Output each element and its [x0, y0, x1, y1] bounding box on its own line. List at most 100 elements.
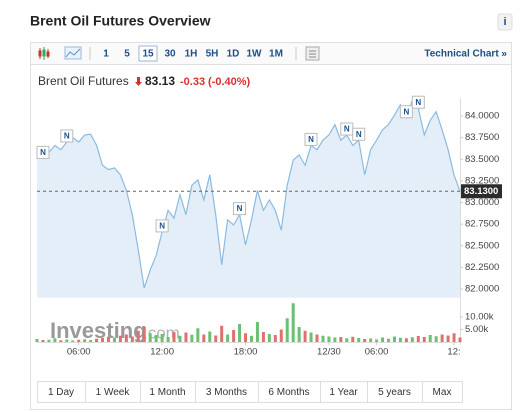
volume-bar [220, 325, 224, 342]
x-tick-label: 06:00 [67, 347, 91, 358]
interval-button[interactable]: 1D [227, 49, 240, 60]
news-marker-label[interactable]: N [159, 222, 165, 231]
volume-bar [446, 335, 450, 342]
range-button-label[interactable]: 1 Week [96, 387, 131, 398]
technical-chart-link[interactable]: Technical Chart » [424, 49, 507, 60]
interval-button[interactable]: 1H [185, 49, 198, 60]
volume-bar [398, 337, 402, 342]
volume-bar [202, 334, 206, 342]
y-tick-label: 83.0000 [465, 197, 499, 208]
volume-bar [166, 337, 170, 342]
range-button-label[interactable]: 1 Year [329, 387, 358, 398]
range-button-label[interactable]: 5 years [378, 387, 411, 398]
volume-bar [178, 335, 182, 342]
interval-button[interactable]: 1W [247, 49, 263, 60]
volume-bar [375, 339, 379, 342]
volume-bar [59, 340, 63, 342]
interval-button[interactable]: 15 [142, 49, 154, 60]
volume-bar [291, 303, 295, 342]
volume-bar [160, 334, 164, 342]
settings-icon[interactable] [305, 46, 320, 61]
interval-button[interactable]: 30 [164, 49, 176, 60]
volume-bar [71, 340, 75, 342]
volume-bar [35, 339, 39, 342]
news-marker-label[interactable]: N [344, 125, 350, 134]
news-marker[interactable] [155, 219, 169, 233]
news-marker[interactable] [233, 202, 247, 216]
volume-bar [339, 337, 343, 342]
y-tick-label: 83.2500 [465, 175, 499, 186]
volume-bar [327, 336, 331, 342]
range-button-label[interactable]: 3 Months [206, 387, 247, 398]
news-marker-label[interactable]: N [237, 204, 243, 213]
volume-bar [315, 334, 319, 342]
volume-bar [77, 339, 81, 342]
news-marker[interactable] [399, 105, 413, 119]
volume-bar [83, 339, 87, 342]
volume-bar [261, 332, 265, 342]
volume-bar [124, 334, 128, 342]
news-marker[interactable] [60, 129, 74, 143]
volume-bar [118, 335, 122, 342]
volume-bar [351, 336, 355, 342]
news-marker-label[interactable]: N [40, 148, 46, 157]
news-marker[interactable] [352, 127, 366, 141]
volume-bar [369, 338, 373, 342]
volume-bar [172, 332, 176, 342]
watermark: .com [143, 323, 180, 342]
price-line [36, 99, 461, 289]
y-tick-label: 84.0000 [465, 111, 499, 122]
news-marker-label[interactable]: N [403, 107, 409, 116]
y-tick-label: 83.5000 [465, 154, 499, 165]
interval-selected[interactable] [138, 45, 158, 62]
interval-button[interactable]: 1M [269, 49, 283, 60]
volume-bar [196, 328, 200, 342]
interval-button[interactable]: 1 [103, 49, 109, 60]
range-button-label[interactable]: 1 Day [48, 387, 74, 398]
line-chart-icon[interactable] [64, 46, 82, 60]
volume-bar [244, 333, 248, 342]
range-button[interactable] [422, 381, 463, 403]
last-price-label: 83.1300 [464, 186, 498, 197]
range-button-label[interactable]: 6 Months [268, 387, 309, 398]
down-arrow [135, 77, 142, 86]
news-marker-label[interactable]: N [308, 135, 314, 144]
volume-bar [285, 318, 289, 342]
range-button-label[interactable]: 1 Month [149, 387, 185, 398]
price-area [37, 100, 460, 298]
volume-bar [452, 333, 456, 342]
volume-bar [381, 337, 385, 342]
news-marker-label[interactable]: N [356, 130, 362, 139]
last-price-box [461, 184, 502, 199]
volume-bar [279, 329, 283, 342]
info-icon[interactable]: i [503, 16, 506, 28]
interval-button[interactable]: 5H [206, 49, 219, 60]
range-button-label[interactable]: Max [433, 387, 452, 398]
news-marker[interactable] [304, 132, 318, 146]
y-tick-label: 82.7500 [465, 219, 499, 230]
news-marker[interactable] [411, 95, 425, 109]
volume-bar [309, 332, 313, 342]
info-button[interactable] [497, 13, 513, 31]
volume-bar [345, 338, 349, 342]
volume-bar [458, 337, 462, 342]
volume-bar [363, 339, 367, 342]
y-tick-label: 82.0000 [465, 284, 499, 295]
volume-bar [273, 335, 277, 342]
candlestick-icon[interactable] [38, 47, 50, 60]
volume-bar [190, 334, 194, 342]
volume-bar [65, 339, 69, 342]
news-marker-label[interactable]: N [415, 98, 421, 107]
news-marker-label[interactable]: N [64, 132, 70, 141]
volume-bar [232, 330, 236, 342]
news-marker[interactable] [36, 145, 50, 159]
volume-bar [208, 331, 212, 342]
volume-bar [249, 335, 253, 342]
volume-bar [410, 337, 414, 342]
widget-title: Brent Oil Futures Overview [30, 13, 211, 29]
volume-bar [357, 338, 361, 342]
interval-button[interactable]: 5 [124, 49, 130, 60]
volume-bar [226, 334, 230, 342]
volume-bar [267, 334, 271, 342]
